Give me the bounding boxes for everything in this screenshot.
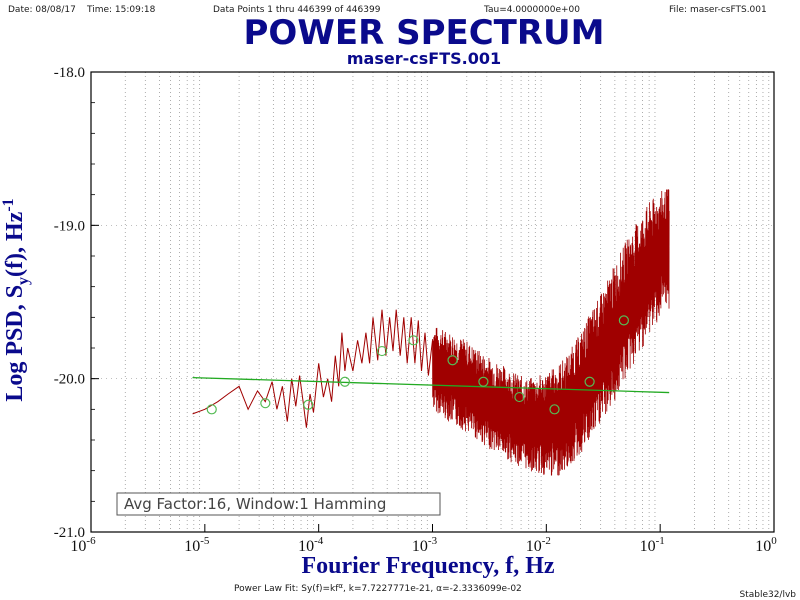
fit-point-marker — [478, 376, 489, 387]
grid-lines — [91, 71, 774, 533]
x-tick-base: 10 — [640, 538, 656, 555]
x-tick-exponent: 0 — [771, 535, 777, 547]
header-time: Time: 15:09:18 — [86, 5, 156, 15]
y-axis-title-sub: y — [15, 277, 32, 285]
y-tick-label: -19.0 — [54, 218, 85, 234]
header-data-points: Data Points 1 thru 446399 of 446399 — [213, 5, 381, 15]
power-law-fit-line — [192, 376, 670, 394]
x-tick-label: 100 — [755, 535, 777, 555]
annotation-box — [116, 492, 441, 516]
credit-label: Stable32/lvb — [739, 590, 796, 600]
x-tick-exponent: -6 — [86, 535, 96, 547]
fit-point-marker — [447, 355, 458, 366]
y-axis-title-main: Log PSD, S — [2, 285, 28, 402]
y-axis-title: Log PSD, Sy(f), Hz-1 — [0, 198, 32, 401]
x-tick-label: 10-6 — [70, 535, 96, 555]
header-tau: Tau=4.0000000e+00 — [483, 5, 580, 15]
fit-params: , k=7.7227771e-21, α=-2.3336099e-02 — [343, 584, 522, 594]
x-tick-base: 10 — [298, 538, 314, 555]
fit-formula: Power Law Fit: Sy(f)=kf — [234, 584, 339, 594]
chart-title: POWER SPECTRUM — [244, 13, 605, 53]
header-file: File: maser-csFTS.001 — [669, 5, 767, 15]
x-tick-label: 10-1 — [640, 535, 665, 555]
fit-point-marker — [376, 345, 388, 357]
x-tick-label: 10-2 — [526, 535, 551, 555]
x-tick-base: 10 — [184, 538, 200, 555]
data-layer — [192, 189, 670, 476]
fit-point-marker — [618, 315, 629, 326]
header-date: Date: 08/08/17 — [8, 5, 76, 15]
y-axis-title-rest: (f), Hz — [2, 211, 28, 277]
fit-point-marker — [514, 391, 525, 403]
x-tick-base: 10 — [755, 538, 771, 555]
y-tick-label: -20.0 — [54, 372, 85, 388]
x-tick-label: 10-4 — [298, 535, 324, 555]
y-tick-label: -21.0 — [54, 525, 85, 541]
chart-subtitle: maser-csFTS.001 — [347, 49, 501, 68]
fit-label: Power Law Fit: Sy(f)=kfα, k=7.7227771e-2… — [234, 582, 522, 594]
x-tick-base: 10 — [526, 538, 542, 555]
psd-trace-low — [192, 309, 433, 428]
fit-point-marker — [584, 376, 595, 387]
fit-point-marker — [206, 404, 217, 415]
axis-ticks: 10-6 10-5 10-4 10-3 10-2 10-1 100-18.0-19.0-20… — [54, 65, 778, 555]
annotation-text: Avg Factor:16, Window:1 Hamming — [124, 495, 386, 513]
x-axis-title: Fourier Frequency, f, Hz — [301, 553, 554, 579]
fit-point-marker — [408, 335, 419, 346]
y-tick-label: -18.0 — [54, 65, 85, 81]
fit-point-marker — [303, 399, 314, 410]
x-tick-base: 10 — [412, 538, 428, 555]
fit-point-marker — [549, 404, 560, 415]
x-tick-exponent: -3 — [428, 535, 438, 547]
x-tick-label: 10-5 — [184, 535, 210, 555]
fit-point-marker — [339, 376, 350, 387]
x-tick-label: 10-3 — [412, 535, 438, 555]
fit-exponent: α — [338, 582, 343, 590]
fit-point-marker — [260, 398, 271, 409]
x-tick-exponent: -4 — [314, 535, 324, 547]
y-axis-title-sup: -1 — [0, 198, 17, 211]
psd-trace-high — [432, 189, 670, 476]
x-tick-exponent: -5 — [200, 535, 210, 547]
x-tick-exponent: -2 — [542, 535, 551, 547]
x-tick-exponent: -1 — [656, 535, 665, 547]
x-tick-base: 10 — [70, 538, 86, 555]
